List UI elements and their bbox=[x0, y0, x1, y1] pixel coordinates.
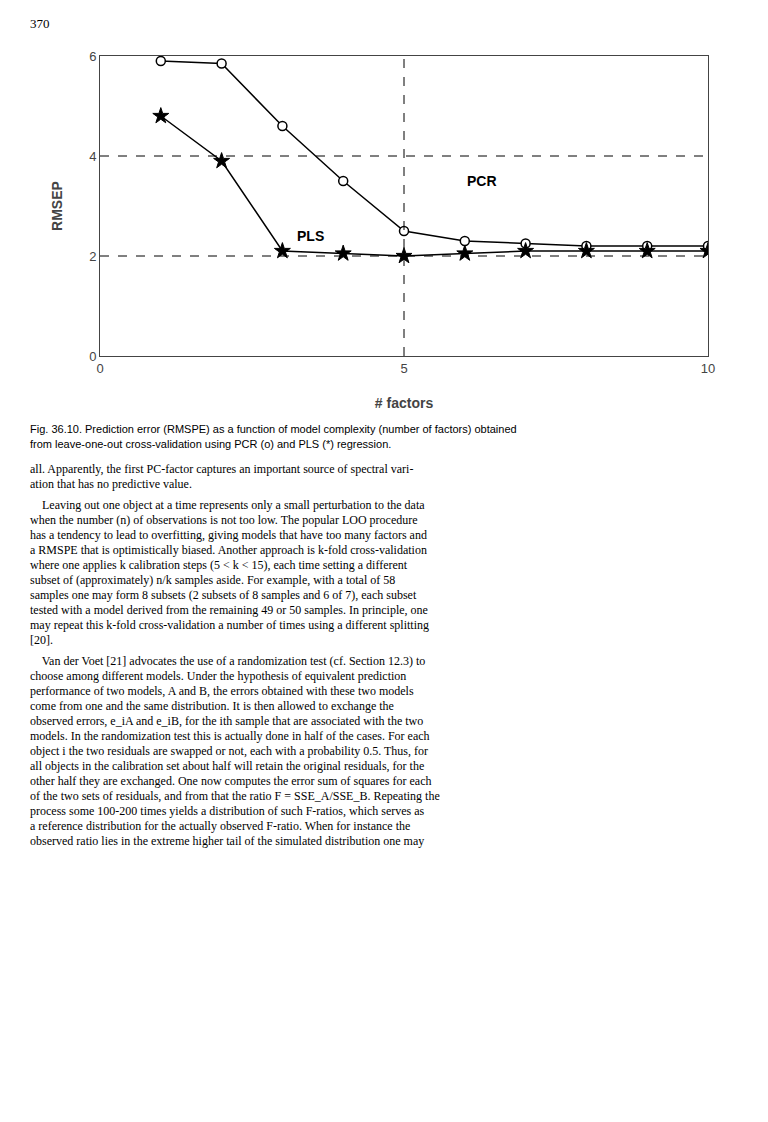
svg-text:0: 0 bbox=[96, 361, 103, 376]
html-text:object i the two residuals are: object i the two residuals are swapped o… bbox=[30, 744, 428, 758]
svg-text:PLS: PLS bbox=[297, 228, 324, 244]
html-text:Leaving out one object at a ti: Leaving out one object at a time represe… bbox=[30, 498, 425, 512]
html-text:of the two sets of residuals,: of the two sets of residuals, and from t… bbox=[30, 789, 440, 803]
html-text:when the number (n) of observa: when the number (n) of observations is n… bbox=[30, 513, 418, 527]
svg-text:PCR: PCR bbox=[467, 173, 497, 189]
html-text:tested with a model derived fr: tested with a model derived from the rem… bbox=[30, 603, 428, 617]
html-text:a reference distribution for t: a reference distribution for the actuall… bbox=[30, 819, 411, 833]
html-text:ation that has no predictive v: ation that has no predictive value. bbox=[30, 477, 192, 491]
html-text:[20].: [20]. bbox=[30, 633, 53, 647]
html-text:performance of two models, A a: performance of two models, A and B, the … bbox=[30, 684, 414, 698]
html-text:process some 100-200 times yie: process some 100-200 times yields a dist… bbox=[30, 804, 425, 818]
html-text:all. Apparently, the first PC-: all. Apparently, the first PC-factor cap… bbox=[30, 462, 414, 476]
html-text:370: 370 bbox=[30, 16, 50, 31]
html-text:subset of (approximately) n/k: subset of (approximately) n/k samples as… bbox=[30, 573, 396, 587]
svg-text:0: 0 bbox=[89, 349, 96, 364]
html-text:other half they are exchanged.: other half they are exchanged. One now c… bbox=[30, 774, 432, 788]
html-text:models. In the randomization t: models. In the randomization test this i… bbox=[30, 729, 430, 743]
svg-text:4: 4 bbox=[89, 149, 96, 164]
html-text:come from one and the same dis: come from one and the same distribution.… bbox=[30, 699, 394, 713]
html-text:may repeat this k-fold cross-v: may repeat this k-fold cross-validation … bbox=[30, 618, 429, 632]
svg-text:10: 10 bbox=[701, 361, 715, 376]
html-text:choose among different models.: choose among different models. Under the… bbox=[30, 669, 407, 683]
html-text:samples one may form 8 subsets: samples one may form 8 subsets (2 subset… bbox=[30, 588, 417, 602]
html-text:from leave-one-out cross-valid: from leave-one-out cross-validation usin… bbox=[30, 438, 392, 450]
html-text:Fig. 36.10. Prediction error (: Fig. 36.10. Prediction error (RMSPE) as … bbox=[30, 423, 517, 435]
svg-text:6: 6 bbox=[89, 49, 96, 64]
svg-text:2: 2 bbox=[89, 249, 96, 264]
html-text:a RMSPE that is optimistically: a RMSPE that is optimistically biased. A… bbox=[30, 543, 427, 557]
html-text:observed ratio lies in the ext: observed ratio lies in the extreme highe… bbox=[30, 834, 425, 848]
html-text:Van der Voet [21] advocates th: Van der Voet [21] advocates the use of a… bbox=[30, 654, 426, 668]
html-text:observed errors, e_iA and e_iB: observed errors, e_iA and e_iB, for the … bbox=[30, 714, 424, 728]
html-text:where one applies k calibratio: where one applies k calibration steps (5… bbox=[30, 558, 408, 572]
html-text:has a tendency to lead to over: has a tendency to lead to overfitting, g… bbox=[30, 528, 427, 542]
svg-text:5: 5 bbox=[400, 361, 407, 376]
svg-text:RMSEP: RMSEP bbox=[49, 181, 65, 231]
svg-text:# factors: # factors bbox=[375, 395, 434, 411]
html-text:all objects in the calibration: all objects in the calibration set about… bbox=[30, 759, 425, 773]
